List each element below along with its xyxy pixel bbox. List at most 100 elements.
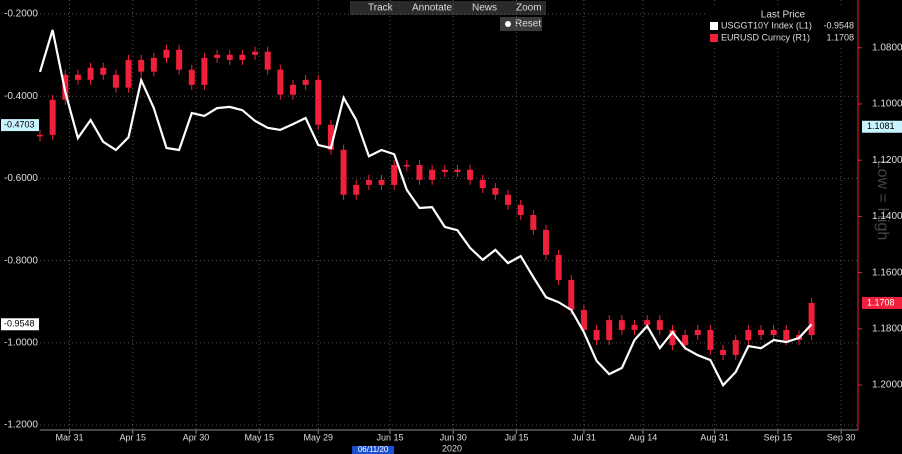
reset-button[interactable]: Reset [515, 19, 541, 30]
last-value-marker [1, 318, 39, 331]
legend-title: Last Price [761, 10, 806, 21]
candle [454, 169, 461, 172]
candle [277, 69, 284, 95]
legend-swatch [710, 22, 718, 30]
y-tick-label: -0.6000 [4, 173, 38, 184]
candle [391, 164, 398, 185]
candle [669, 329, 676, 346]
candle [289, 84, 296, 95]
y-tick-label: -0.8000 [4, 255, 38, 266]
candle [302, 79, 309, 85]
x-tick-label: Jun 15 [376, 432, 403, 442]
candle [631, 324, 638, 330]
candle [176, 49, 183, 70]
candle [163, 49, 170, 58]
candle [264, 51, 271, 70]
y2-tick-label: 1.1800 [872, 323, 902, 334]
candle [429, 169, 436, 180]
candle [315, 79, 322, 125]
candle [378, 179, 385, 185]
reset-icon [505, 21, 511, 27]
y2-tick-label: 1.1400 [872, 211, 902, 222]
x-tick-label: Apr 30 [183, 432, 210, 442]
candle [416, 164, 423, 180]
x-tick-label: Apr 15 [119, 432, 146, 442]
toolbar-bg [350, 1, 546, 15]
candle [770, 329, 777, 336]
candle [656, 320, 663, 330]
candle [353, 184, 360, 195]
candle [808, 302, 815, 336]
candle [226, 54, 233, 60]
candle [327, 124, 334, 150]
watermark: Low = High [874, 160, 891, 241]
candle [112, 74, 119, 88]
reset-button-bg[interactable] [500, 17, 542, 31]
candle [505, 194, 512, 205]
candle [100, 67, 107, 75]
candle [138, 59, 145, 72]
candle [707, 329, 714, 350]
y-tick-label: -1.0000 [4, 337, 38, 348]
x-tick-label: Jun 30 [440, 432, 467, 442]
candle [37, 134, 43, 137]
candle [682, 335, 689, 346]
candle [694, 329, 701, 336]
toolbar: Track Annotate News Zoom Reset [350, 1, 546, 31]
y2-tick-label: 1.0800 [872, 42, 902, 53]
toolbar-button[interactable]: Annotate [412, 3, 452, 14]
last-value-label: 1.1708 [867, 297, 895, 307]
x-tick-label: Sep 15 [764, 432, 793, 442]
candle [239, 54, 246, 60]
y-tick-label: -0.2000 [4, 9, 38, 20]
candle [492, 188, 499, 195]
candle [517, 204, 524, 215]
candle [618, 320, 625, 330]
candle [365, 179, 372, 185]
legend-swatch [710, 34, 718, 42]
candle [214, 54, 221, 58]
candle [87, 67, 94, 80]
year-label: 2020 [442, 443, 462, 453]
candle [568, 279, 575, 310]
x-tick-label: Aug 14 [629, 432, 658, 442]
candle [467, 169, 474, 180]
candle [745, 329, 752, 341]
candle [542, 229, 549, 255]
candle [340, 149, 347, 195]
x-tick-label: Mar 31 [56, 432, 84, 442]
legend-value: -0.9548 [823, 20, 854, 30]
x-tick-label: Sep 30 [827, 432, 856, 442]
candle [555, 254, 562, 280]
candle [758, 329, 765, 336]
toolbar-button[interactable]: Track [368, 3, 394, 14]
candle [125, 59, 132, 88]
crosshair-y-label: -0.4703 [4, 119, 35, 129]
candle [441, 169, 448, 172]
candle [403, 164, 410, 167]
candle [479, 179, 486, 189]
last-value-marker [862, 296, 902, 309]
candle [580, 309, 587, 330]
candle [606, 320, 613, 341]
crosshair-y-marker [1, 119, 39, 132]
candle [732, 340, 739, 355]
crosshair-y2-marker [862, 120, 902, 133]
crosshair-date-label: 06/11/20 [358, 445, 389, 454]
candle [49, 99, 56, 135]
candle [150, 57, 157, 72]
candle [74, 74, 81, 80]
crosshair-date-marker [352, 446, 395, 454]
legend-value: 1.1708 [826, 32, 854, 42]
legend: Last Price USGGT10Y Index (L1) -0.9548 EUR… [705, 6, 857, 46]
toolbar-button[interactable]: Zoom [516, 3, 542, 14]
y2-tick-label: 1.1000 [872, 99, 902, 110]
candle [188, 69, 195, 85]
toolbar-button[interactable]: News [472, 3, 497, 14]
y2-tick-label: 1.2000 [872, 380, 902, 391]
legend-bg [705, 6, 857, 46]
last-value-label: -0.9548 [4, 319, 35, 329]
legend-label: USGGT10Y Index (L1) [721, 20, 812, 30]
